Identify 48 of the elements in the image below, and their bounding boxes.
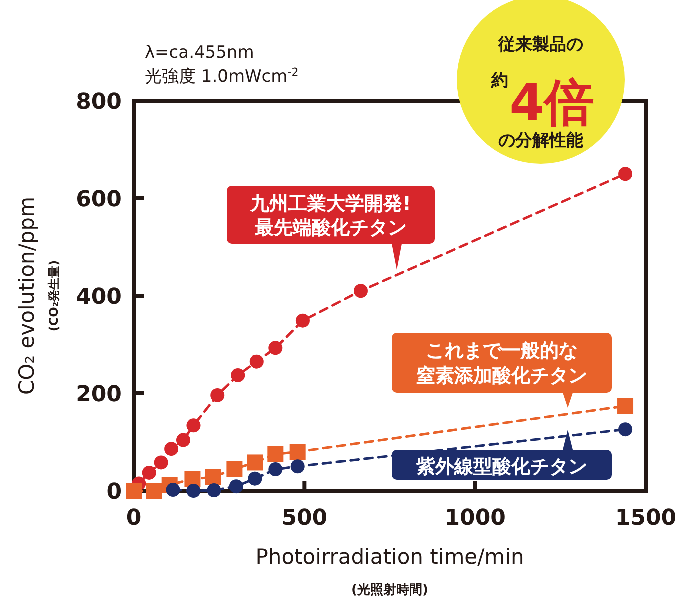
text: 従来製品の xyxy=(498,35,584,55)
text: λ=ca.455nm xyxy=(145,43,254,63)
point xyxy=(618,167,633,182)
point xyxy=(268,341,283,356)
point xyxy=(247,454,264,471)
point xyxy=(618,398,634,414)
annotation: の分解性能 xyxy=(498,131,584,151)
y-tick-label: 200 xyxy=(76,382,122,408)
point xyxy=(354,284,368,298)
point xyxy=(146,483,162,499)
point xyxy=(296,314,310,328)
point xyxy=(229,480,244,494)
point xyxy=(164,442,179,456)
x-tick-label: 1500 xyxy=(615,506,677,531)
point xyxy=(176,433,190,448)
point xyxy=(231,368,246,382)
x-tick-label: 1000 xyxy=(444,506,506,531)
point xyxy=(142,466,156,480)
text: 光強度 1.0mWcm$^{-2}$ xyxy=(145,66,299,87)
point xyxy=(186,418,201,433)
point xyxy=(268,446,284,462)
point xyxy=(290,460,305,474)
y-tick-label: 0 xyxy=(106,480,122,505)
point xyxy=(210,388,225,402)
point xyxy=(186,484,201,498)
point xyxy=(268,462,283,477)
x-axis-title: Photoirradiation time/min (光照射時間) xyxy=(256,545,524,598)
point xyxy=(205,469,222,486)
x-tick-label: 500 xyxy=(282,506,328,531)
point xyxy=(126,483,142,499)
legend-label: 紫外線型酸化チタン xyxy=(416,456,588,478)
y-tick-label: 600 xyxy=(76,188,122,212)
point xyxy=(207,484,222,498)
series-label: これまで一般的な窒素添加酸化チタン xyxy=(416,340,588,387)
point xyxy=(166,483,180,498)
point xyxy=(250,354,264,369)
point xyxy=(290,444,306,460)
x-tick-label: 0 xyxy=(126,506,142,531)
y-axis-title: CO₂ evolution/ppm (CO₂発生量) xyxy=(15,196,61,396)
text: 約 xyxy=(490,71,508,91)
y-tick-label: 400 xyxy=(76,285,122,310)
point xyxy=(226,461,243,478)
point xyxy=(248,472,262,486)
point xyxy=(154,456,168,470)
series-label: 九州工業大学開発!最先端酸化チタン xyxy=(250,193,412,239)
point xyxy=(618,422,633,437)
annotation: 4倍 xyxy=(510,74,594,132)
y-tick-label: 800 xyxy=(76,90,122,115)
